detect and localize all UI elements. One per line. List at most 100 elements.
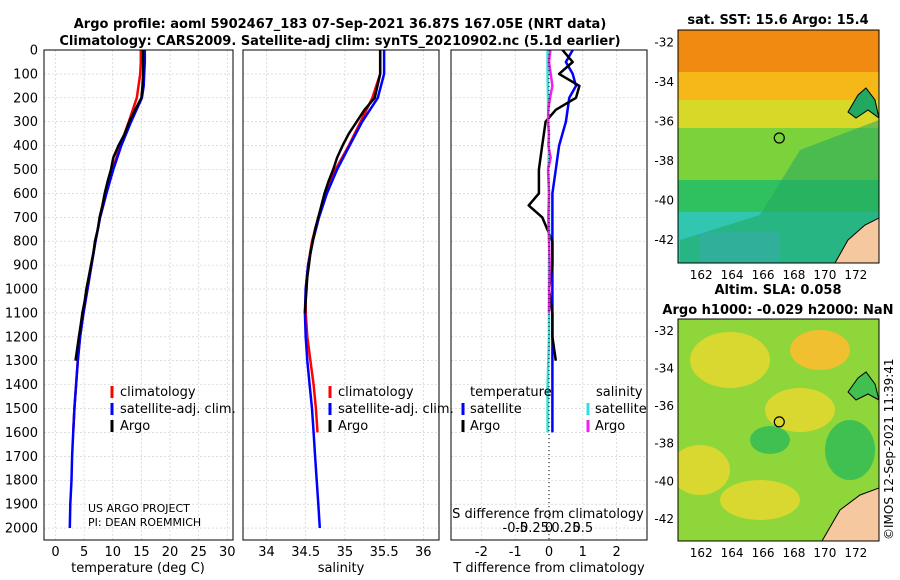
x-tick-label: 10 [104,545,121,560]
legend-t-argo: Argo [470,419,500,434]
salinity-diff-tick-label: 0.25 [551,521,580,536]
x-tick-label: 2 [612,545,620,560]
sst-map-box [677,29,880,264]
depth-tick-label: 1000 [5,283,38,298]
sla-positive-anomaly [765,388,835,432]
x-tick-label: -1 [509,545,522,560]
depth-tick-label: 1600 [5,426,38,441]
salinity-xlabel: salinity [318,561,365,576]
legend-satellite-adj: satellite-adj. clim. [338,402,454,417]
depth-tick-label: 100 [13,67,38,82]
depth-tick-label: 1500 [5,402,38,417]
depth-tick-label: 1700 [5,450,38,465]
project-annotation: US ARGO PROJECT [88,502,190,515]
depth-tick-label: 0 [30,44,38,59]
x-tick-label: -2 [475,545,488,560]
sla-high-anomaly [790,330,850,370]
x-tick-label: 0 [545,545,553,560]
lat-tick-label: -34 [654,361,674,375]
sst-map-field [678,30,879,263]
x-tick-label: 36 [415,545,432,560]
temperature-legend: climatology satellite-adj. clim. Argo [110,385,236,434]
lat-tick-label: -34 [654,75,674,89]
sla-map-title-line2: Argo h1000: -0.029 h2000: NaN [662,303,893,318]
salinity-grid [243,49,439,540]
series-line-argo [303,50,382,313]
depth-tick-label: 600 [13,187,38,202]
depth-tick-label: 1400 [5,378,38,393]
sla-negative-anomaly [825,420,875,480]
sla-map-title-line1: Altim. SLA: 0.058 [715,283,842,298]
series-line-t-argo [527,50,581,361]
legend-climatology: climatology [120,385,196,400]
x-tick-label: 20 [162,545,179,560]
salinity-lines [303,50,386,529]
lat-tick-label: -32 [654,35,674,49]
x-tick-label: 30 [219,545,236,560]
salinity-tick-labels: 34 34.5 35 35.5 36 [258,545,431,560]
sla-float-marker [773,416,785,428]
depth-tick-label: 1200 [5,330,38,345]
salinity-diff-tick-label: 0 [545,521,553,536]
series-line-climatology [71,50,143,433]
legend-t-satellite: satellite [470,402,522,417]
sla-positive-anomaly [690,332,770,388]
temperature-tick-labels: 0 5 10 15 20 25 30 [51,545,235,560]
x-tick-label: 34.5 [291,545,320,560]
depth-tick-label: 1900 [5,498,38,513]
sla-coastline [847,371,879,401]
salinity-legend: climatology satellite-adj. clim. Argo [328,385,454,434]
sla-land [821,487,879,541]
sst-lat-tick-labels: -32 -34 -36 -38 -40 -42 [654,35,674,246]
sla-map-panel: Altim. SLA: 0.058 Argo h1000: -0.029 h20… [654,283,893,560]
lat-tick-label: -36 [654,114,674,128]
imos-credit: ©IMOS 12-Sep-2021 11:39:41 [882,358,896,540]
temperature-grid [44,49,233,540]
temperature-lines [68,50,147,529]
temperature-panel: 0100200300400500600700800900100011001200… [5,44,236,577]
x-tick-label: 1 [579,545,587,560]
figure-title-line2: Climatology: CARS2009. Satellite-adj cli… [59,34,620,49]
salinity-axes-box [242,49,440,541]
sla-positive-anomaly [720,480,800,520]
lon-tick-label: 166 [752,546,775,560]
salinity-diff-tick-label: -0.25 [515,521,549,536]
depth-tick-label: 700 [13,211,38,226]
depth-tick-label: 1800 [5,474,38,489]
sst-coastline [847,87,879,119]
lon-tick-label: 168 [783,268,806,282]
sst-float-marker [773,132,785,144]
lat-tick-label: -40 [654,193,674,207]
lon-tick-label: 162 [690,546,713,560]
lon-tick-label: 170 [813,268,836,282]
sst-land [834,217,879,263]
series-line-argo [74,50,145,361]
legend-argo: Argo [338,419,368,434]
salinity-panel: 34 34.5 35 35.5 36 salinity climatology sate… [242,49,454,576]
lon-tick-label: 164 [721,268,744,282]
depth-tick-label: 900 [13,259,38,274]
depth-tick-label: 400 [13,139,38,154]
depth-tick-label: 800 [13,235,38,250]
difference-legend: temperature salinity satellite Argo sate… [461,385,647,434]
x-tick-label: 0 [51,545,59,560]
sla-map-field [678,319,879,541]
x-tick-label: 5 [80,545,88,560]
x-tick-label: 35.5 [370,545,399,560]
salinity-diff-tick-label: 0.5 [572,521,593,536]
lat-tick-label: -38 [654,154,674,168]
lon-tick-label: 172 [844,546,867,560]
lat-tick-label: -42 [654,512,674,526]
figure-title-line1: Argo profile: aoml 5902467_183 07-Sep-20… [74,17,607,32]
legend-satellite-adj: satellite-adj. clim. [120,402,236,417]
legend-s-argo: Argo [595,419,625,434]
lat-tick-label: -42 [654,233,674,247]
salinity-diff-tick-label: -0.5 [503,521,528,536]
lat-tick-label: -36 [654,399,674,413]
lon-tick-label: 166 [752,268,775,282]
difference-axes-box [450,49,648,541]
legend-argo: Argo [120,419,150,434]
